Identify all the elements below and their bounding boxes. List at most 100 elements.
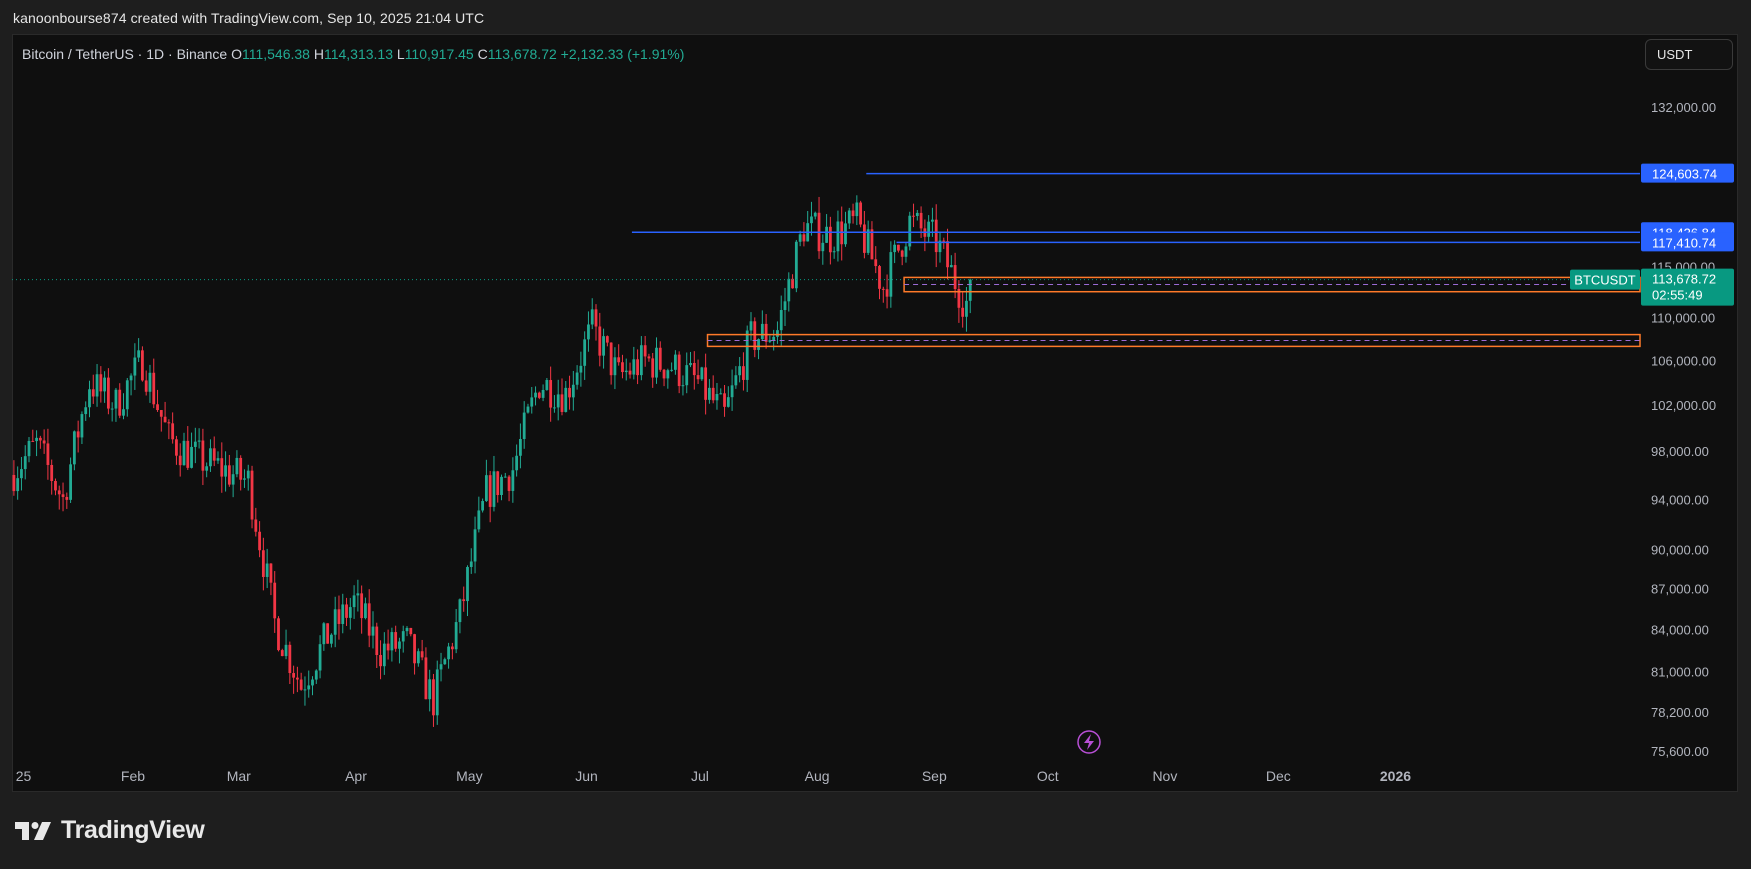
candle-body[interactable] bbox=[261, 550, 265, 577]
candle-body[interactable] bbox=[35, 437, 38, 442]
candle-body[interactable] bbox=[946, 241, 949, 268]
candle-body[interactable] bbox=[326, 623, 330, 644]
candle-body[interactable] bbox=[345, 604, 348, 618]
candle-body[interactable] bbox=[753, 321, 757, 350]
candle-body[interactable] bbox=[311, 679, 314, 686]
candle-body[interactable] bbox=[443, 659, 447, 665]
candle-body[interactable] bbox=[745, 330, 749, 380]
candle-body[interactable] bbox=[447, 646, 450, 660]
candle-body[interactable] bbox=[428, 679, 432, 700]
candle-body[interactable] bbox=[927, 221, 931, 237]
candle-body[interactable] bbox=[802, 234, 806, 242]
candle-body[interactable] bbox=[878, 266, 881, 289]
candle-body[interactable] bbox=[749, 321, 753, 331]
candle-body[interactable] bbox=[375, 626, 379, 656]
candle-body[interactable] bbox=[23, 456, 27, 470]
candle-body[interactable] bbox=[129, 375, 133, 381]
candle-body[interactable] bbox=[734, 375, 738, 386]
candle-body[interactable] bbox=[530, 397, 534, 407]
candle-body[interactable] bbox=[968, 279, 972, 301]
candle-body[interactable] bbox=[307, 685, 311, 690]
candle-body[interactable] bbox=[965, 300, 968, 317]
candle-body[interactable] bbox=[507, 476, 511, 491]
candle-body[interactable] bbox=[16, 478, 20, 492]
candle-body[interactable] bbox=[141, 350, 144, 381]
candle-body[interactable] bbox=[175, 439, 178, 456]
candle-body[interactable] bbox=[367, 603, 371, 636]
candle-body[interactable] bbox=[587, 324, 590, 340]
candle-body[interactable] bbox=[813, 212, 817, 217]
candle-body[interactable] bbox=[556, 394, 560, 408]
candle-body[interactable] bbox=[84, 407, 88, 415]
candle-body[interactable] bbox=[794, 241, 798, 289]
candle-body[interactable] bbox=[122, 409, 125, 416]
candle-body[interactable] bbox=[386, 643, 390, 651]
candle-body[interactable] bbox=[904, 246, 908, 257]
candle-body[interactable] bbox=[609, 342, 613, 376]
candle-body[interactable] bbox=[118, 389, 122, 416]
candle-body[interactable] bbox=[254, 519, 258, 532]
candle-body[interactable] bbox=[742, 366, 745, 380]
candle-body[interactable] bbox=[881, 288, 885, 290]
candle-body[interactable] bbox=[832, 251, 836, 253]
tradingview-brand[interactable]: TradingView bbox=[15, 816, 205, 845]
candle-body[interactable] bbox=[318, 644, 322, 671]
candle-body[interactable] bbox=[779, 310, 783, 331]
lightning-icon[interactable] bbox=[1077, 730, 1101, 754]
candle-body[interactable] bbox=[69, 464, 72, 500]
candle-body[interactable] bbox=[167, 422, 171, 424]
candle-body[interactable] bbox=[662, 369, 666, 379]
candle-body[interactable] bbox=[874, 259, 878, 267]
candle-body[interactable] bbox=[314, 670, 318, 680]
candle-body[interactable] bbox=[133, 357, 137, 376]
candle-body[interactable] bbox=[666, 370, 670, 379]
candle-body[interactable] bbox=[163, 416, 167, 423]
candle-body[interactable] bbox=[484, 475, 488, 502]
candle-body[interactable] bbox=[534, 392, 537, 398]
candle-body[interactable] bbox=[330, 634, 333, 644]
candle-body[interactable] bbox=[212, 448, 216, 461]
candle-body[interactable] bbox=[772, 336, 776, 341]
candle-body[interactable] bbox=[496, 471, 500, 495]
candle-body[interactable] bbox=[685, 365, 689, 386]
candle-body[interactable] bbox=[125, 380, 129, 410]
candle-body[interactable] bbox=[568, 387, 571, 398]
candle-body[interactable] bbox=[401, 631, 405, 642]
candle-body[interactable] bbox=[20, 469, 23, 479]
candle-body[interactable] bbox=[575, 372, 579, 385]
candle-body[interactable] bbox=[303, 689, 307, 691]
candle-body[interactable] bbox=[220, 458, 224, 477]
candle-body[interactable] bbox=[231, 474, 235, 485]
candle-body[interactable] bbox=[949, 265, 953, 268]
candle-body[interactable] bbox=[787, 278, 791, 302]
candle-body[interactable] bbox=[708, 387, 711, 400]
candle-body[interactable] bbox=[156, 404, 159, 411]
candle-body[interactable] bbox=[61, 494, 65, 497]
candle-body[interactable] bbox=[182, 440, 186, 466]
candle-body[interactable] bbox=[511, 470, 515, 491]
candle-body[interactable] bbox=[632, 359, 636, 375]
candle-body[interactable] bbox=[908, 215, 912, 247]
candle-body[interactable] bbox=[579, 365, 583, 373]
candle-body[interactable] bbox=[658, 347, 662, 370]
candle-body[interactable] bbox=[715, 393, 719, 401]
candle-body[interactable] bbox=[420, 651, 424, 658]
candle-body[interactable] bbox=[862, 224, 866, 253]
candle-body[interactable] bbox=[348, 607, 352, 618]
candle-body[interactable] bbox=[76, 431, 80, 438]
candle-body[interactable] bbox=[553, 407, 556, 409]
candle-body[interactable] bbox=[99, 374, 103, 392]
candle-body[interactable] bbox=[88, 389, 91, 408]
candle-body[interactable] bbox=[723, 393, 726, 407]
candle-body[interactable] bbox=[432, 679, 435, 716]
candle-body[interactable] bbox=[776, 330, 779, 337]
candle-body[interactable] bbox=[273, 582, 277, 619]
candle-body[interactable] bbox=[144, 380, 148, 392]
candle-body[interactable] bbox=[394, 632, 398, 649]
candle-body[interactable] bbox=[500, 476, 503, 495]
candle-body[interactable] bbox=[216, 458, 220, 461]
candle-body[interactable] bbox=[696, 375, 700, 380]
candle-body[interactable] bbox=[481, 501, 485, 511]
candle-body[interactable] bbox=[473, 529, 477, 562]
